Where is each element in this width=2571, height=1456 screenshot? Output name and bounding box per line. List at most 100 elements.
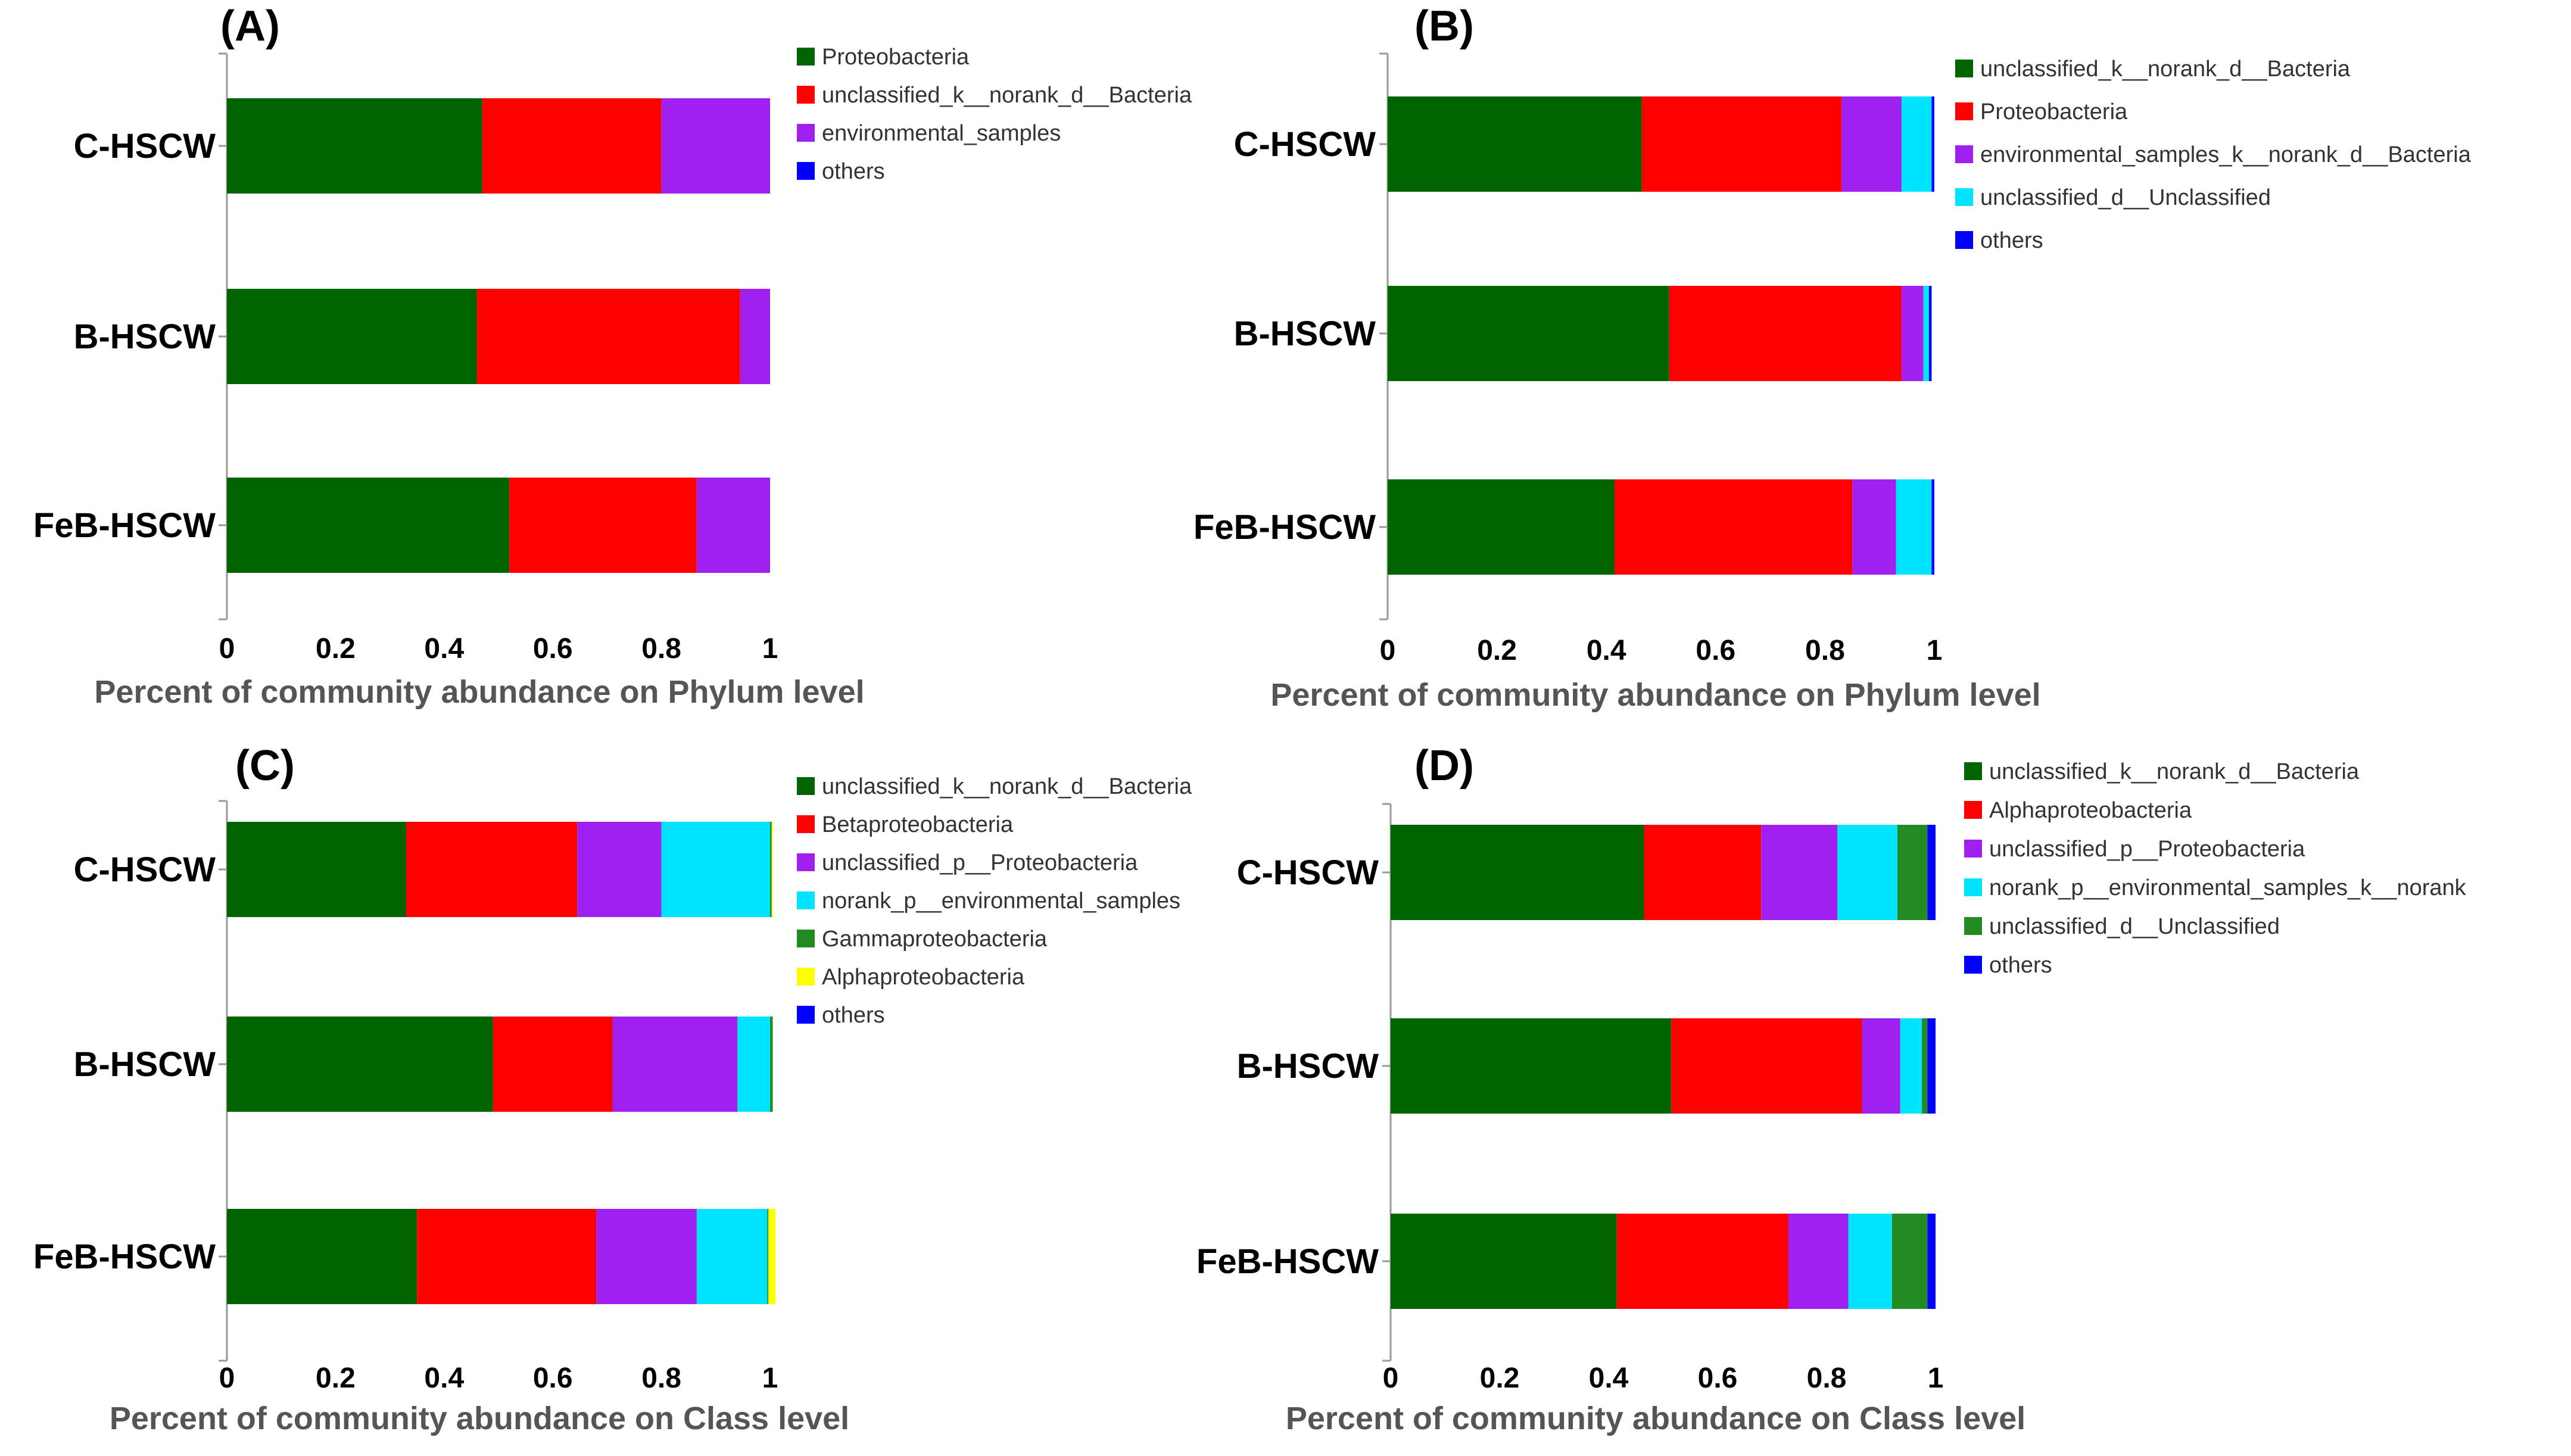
x-tick-label-c: 0.6 — [533, 1363, 573, 1394]
legend-swatch-d — [1964, 878, 1982, 896]
bar-segment-b-0-4 — [1931, 96, 1934, 192]
bar-segment-a-0-2 — [661, 98, 770, 194]
legend-label-b: unclassified_d__Unclassified — [1980, 185, 2271, 210]
bar-segment-b-2-4 — [1931, 479, 1934, 575]
legend-swatch-d — [1964, 840, 1982, 858]
category-label-c: B-HSCW — [74, 1045, 216, 1084]
x-tick-label-b: 0.2 — [1477, 635, 1517, 666]
panel-label-d: (D) — [1414, 742, 1474, 790]
bar-segment-c-2-2 — [596, 1209, 697, 1304]
bar-segment-d-1-1 — [1671, 1018, 1862, 1114]
bar-segment-c-2-3 — [696, 1209, 768, 1304]
x-tick-label-d: 0.6 — [1698, 1363, 1738, 1394]
bar-segment-b-1-3 — [1923, 286, 1929, 381]
panel-label-b: (B) — [1414, 2, 1474, 50]
bar-segment-c-1-3 — [737, 1017, 770, 1112]
legend-swatch-b — [1955, 60, 1973, 77]
legend-swatch-a — [797, 124, 815, 142]
legend-label-b: Proteobacteria — [1980, 99, 2128, 124]
bar-segment-a-2-0 — [227, 478, 510, 573]
legend-label-b: unclassified_k__norank_d__Bacteria — [1980, 57, 2351, 82]
bar-segment-d-0-1 — [1644, 825, 1762, 920]
panel-d: (D) C-HSCW B-HSCW FeB-HSCW 0 0.2 0.4 0.6 0.8 1 Per… — [1196, 742, 2467, 1436]
category-label-a: FeB-HSCW — [33, 506, 216, 545]
legend-swatch-a — [797, 86, 815, 104]
bar-segment-d-1-5 — [1927, 1018, 1936, 1114]
bar-segment-d-0-4 — [1897, 825, 1928, 920]
bar-segment-c-2-4 — [767, 1209, 769, 1304]
legend-label-c: norank_p__environmental_samples — [822, 888, 1180, 913]
legend-d: unclassified_k__norank_d__Bacteria Alphap… — [1964, 759, 2467, 978]
x-tick-label-c: 1 — [762, 1363, 778, 1394]
bar-segment-c-0-2 — [577, 822, 662, 917]
x-axis-label-d: Percent of community abundance on Class … — [1286, 1401, 2025, 1436]
x-tick-label-c: 0 — [219, 1363, 235, 1394]
bar-segment-b-2-0 — [1388, 479, 1615, 575]
legend-swatch-c — [797, 777, 815, 795]
legend-swatch-c — [797, 1006, 815, 1024]
category-label-c: FeB-HSCW — [33, 1237, 216, 1276]
legend-label-d: others — [1989, 953, 2052, 978]
bar-segment-d-1-0 — [1391, 1018, 1672, 1114]
x-tick-label-d: 0 — [1383, 1363, 1399, 1394]
bar-segment-b-1-2 — [1901, 286, 1924, 381]
bar-segment-c-1-1 — [493, 1017, 613, 1112]
x-tick-label-c: 0.2 — [316, 1363, 356, 1394]
x-tick-label-c: 0.4 — [424, 1363, 464, 1394]
legend-label-b: others — [1980, 228, 2043, 253]
legend-swatch-c — [797, 930, 815, 947]
bar-segment-b-0-2 — [1841, 96, 1902, 192]
panel-label-a: (A) — [220, 2, 280, 50]
legend-swatch-d — [1964, 762, 1982, 780]
bar-segment-d-1-2 — [1862, 1018, 1900, 1114]
category-label-a: C-HSCW — [74, 127, 216, 166]
bar-segment-d-0-2 — [1761, 825, 1838, 920]
x-tick-label-b: 1 — [1927, 635, 1943, 666]
x-tick-label-d: 1 — [1928, 1363, 1944, 1394]
bar-segment-b-0-3 — [1901, 96, 1932, 192]
category-label-b: FeB-HSCW — [1193, 508, 1376, 547]
bar-segment-d-1-3 — [1900, 1018, 1922, 1114]
legend-swatch-c — [797, 815, 815, 833]
legend-label-d: unclassified_k__norank_d__Bacteria — [1989, 759, 2360, 784]
legend-swatch-b — [1955, 102, 1973, 120]
bar-segment-a-2-2 — [696, 478, 770, 573]
bar-segment-b-2-1 — [1614, 479, 1853, 575]
bar-segment-c-2-1 — [417, 1209, 597, 1304]
x-tick-label-a: 0.8 — [641, 633, 681, 665]
legend-swatch-d — [1964, 956, 1982, 974]
bar-segment-b-2-3 — [1896, 479, 1932, 575]
bar-segment-d-2-4 — [1891, 1214, 1928, 1309]
bar-segment-a-1-0 — [227, 289, 477, 384]
legend-label-b: environmental_samples_k__norank_d__Bacte… — [1980, 142, 2472, 167]
x-tick-label-d: 0.8 — [1807, 1363, 1847, 1394]
legend-label-a: environmental_samples — [822, 121, 1061, 146]
legend-swatch-b — [1955, 231, 1973, 249]
legend-a: Proteobacteria unclassified_k__norank_d__… — [797, 45, 1192, 184]
bar-segment-b-1-4 — [1928, 286, 1932, 381]
bar-segment-c-2-0 — [227, 1209, 417, 1304]
bar-segment-b-1-1 — [1669, 286, 1902, 381]
bar-segment-d-2-5 — [1927, 1214, 1936, 1309]
bar-segment-c-1-4 — [770, 1017, 773, 1112]
panel-b: (B) C-HSCW B-HSCW FeB-HSCW 0 0.2 0.4 0.6 0.8 1 Per… — [1193, 2, 2472, 713]
legend-swatch-a — [797, 48, 815, 66]
legend-label-c: Alphaproteobacteria — [822, 965, 1025, 990]
legend-label-c: unclassified_p__Proteobacteria — [822, 850, 1138, 875]
legend-label-d: Alphaproteobacteria — [1989, 798, 2192, 823]
category-label-b: C-HSCW — [1234, 125, 1376, 164]
panel-a: (A) C-HSCW B-HSCW FeB-HSCW 0 0.2 0.4 0.6 0.8 1 Per… — [33, 2, 1192, 710]
legend-swatch-c — [797, 968, 815, 986]
bar-segment-d-0-3 — [1837, 825, 1897, 920]
legend-swatch-b — [1955, 188, 1973, 206]
bar-segment-c-0-0 — [227, 822, 406, 917]
panel-c: (C) C-HSCW B-HSCW FeB-HSCW 0 0.2 0.4 0.6 0.8 1 Per… — [33, 742, 1192, 1436]
bar-segment-d-1-4 — [1922, 1018, 1928, 1114]
panel-label-c: (C) — [235, 742, 295, 790]
bar-segment-b-0-0 — [1388, 96, 1642, 192]
legend-label-d: unclassified_d__Unclassified — [1989, 914, 2280, 939]
legend-swatch-c — [797, 853, 815, 871]
bar-segment-c-1-0 — [227, 1017, 493, 1112]
x-axis-label-a: Percent of community abundance on Phylum… — [94, 674, 864, 710]
x-tick-label-a: 0 — [219, 633, 235, 665]
